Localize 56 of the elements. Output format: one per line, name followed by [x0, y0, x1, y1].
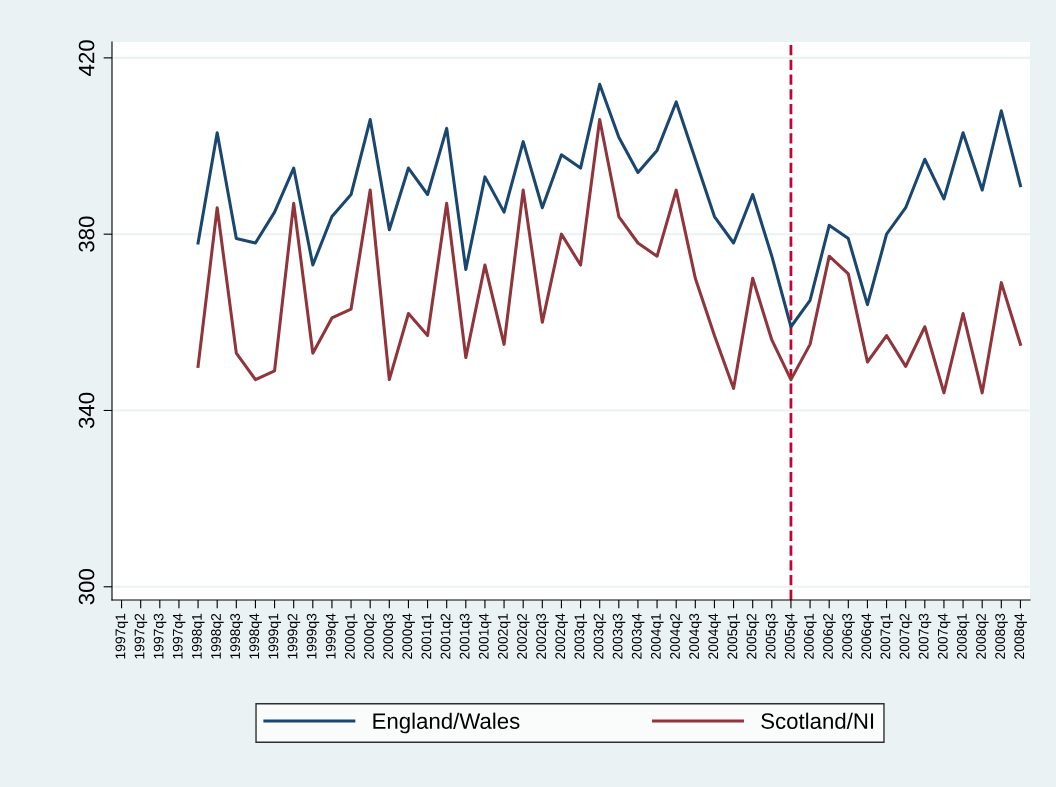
x-tick-label: 2008q2 [976, 613, 989, 659]
x-tick-label: 2002q3 [536, 613, 549, 659]
x-tick-label: 2004q4 [708, 613, 721, 659]
x-tick-label: 2008q4 [1014, 613, 1027, 659]
x-tick-label: 1997q1 [115, 613, 129, 659]
line-series [196, 82, 1022, 329]
y-tick-label: 380 [78, 216, 95, 252]
x-tick-label: 1998q1 [191, 613, 205, 659]
x-tick-label: 2006q1 [803, 613, 817, 659]
y-tick-label: 300 [78, 569, 95, 605]
x-tick-label: 2005q3 [765, 613, 779, 659]
x-tick-label: 2002q1 [497, 613, 511, 659]
x-tick-label: 2004q1 [650, 613, 664, 659]
x-tick-label: 2007q4 [937, 613, 951, 659]
x-tick-label: 2006q3 [842, 613, 855, 659]
x-tick-label: 1998q3 [230, 613, 243, 659]
y-tick-label: 340 [78, 392, 95, 429]
x-tick-label: 2003q4 [631, 613, 645, 659]
x-tick-label: 2001q2 [440, 613, 454, 659]
x-tick-label: 2001q3 [459, 613, 473, 659]
x-tick-label: 2001q4 [478, 613, 492, 659]
x-tick-label: 2003q2 [593, 613, 607, 659]
x-tick-label: 2000q2 [364, 613, 377, 659]
x-tick-label: 2001q1 [421, 613, 435, 659]
x-tick-label: 2004q2 [670, 613, 683, 659]
x-tick-label: 2007q2 [899, 613, 913, 659]
x-tick-label: 2008q3 [995, 613, 1008, 659]
x-tick-label: 1997q3 [153, 613, 167, 659]
x-tick-label: 2000q3 [383, 613, 396, 659]
x-tick-label: 2000q1 [344, 613, 358, 659]
x-tick-label: 2004q3 [689, 613, 702, 659]
legend-label: Scotland/NI [761, 712, 874, 729]
x-tick-label: 1999q4 [325, 613, 339, 659]
x-tick-label: 2006q2 [823, 613, 836, 659]
x-tick-label: 1997q2 [134, 613, 148, 659]
x-tick-label: 1998q2 [211, 613, 224, 659]
x-tick-label: 2000q4 [402, 613, 415, 659]
x-tick-label: 2003q3 [612, 613, 626, 659]
x-tick-label: 1999q2 [287, 613, 301, 659]
x-tick-label: 2006q4 [861, 613, 874, 659]
x-tick-label: 2003q1 [574, 613, 588, 659]
legend-label: England/Wales [373, 712, 520, 734]
x-tick-label: 2002q2 [517, 613, 530, 659]
x-tick-label: 1998q4 [249, 613, 262, 659]
x-tick-label: 2007q3 [918, 613, 932, 659]
x-tick-label: 2005q2 [746, 613, 760, 659]
y-tick-label: 420 [78, 40, 95, 76]
line-series [196, 118, 1022, 395]
x-tick-label: 1997q4 [172, 613, 186, 659]
x-tick-label: 2007q1 [880, 613, 894, 659]
x-tick-label: 1999q3 [306, 613, 320, 659]
x-tick-label: 2002q4 [555, 613, 568, 659]
x-tick-label: 1999q1 [268, 613, 282, 659]
x-tick-label: 2005q1 [727, 613, 741, 659]
x-tick-label: 2008q1 [956, 613, 970, 659]
x-tick-label: 2005q4 [784, 613, 798, 659]
